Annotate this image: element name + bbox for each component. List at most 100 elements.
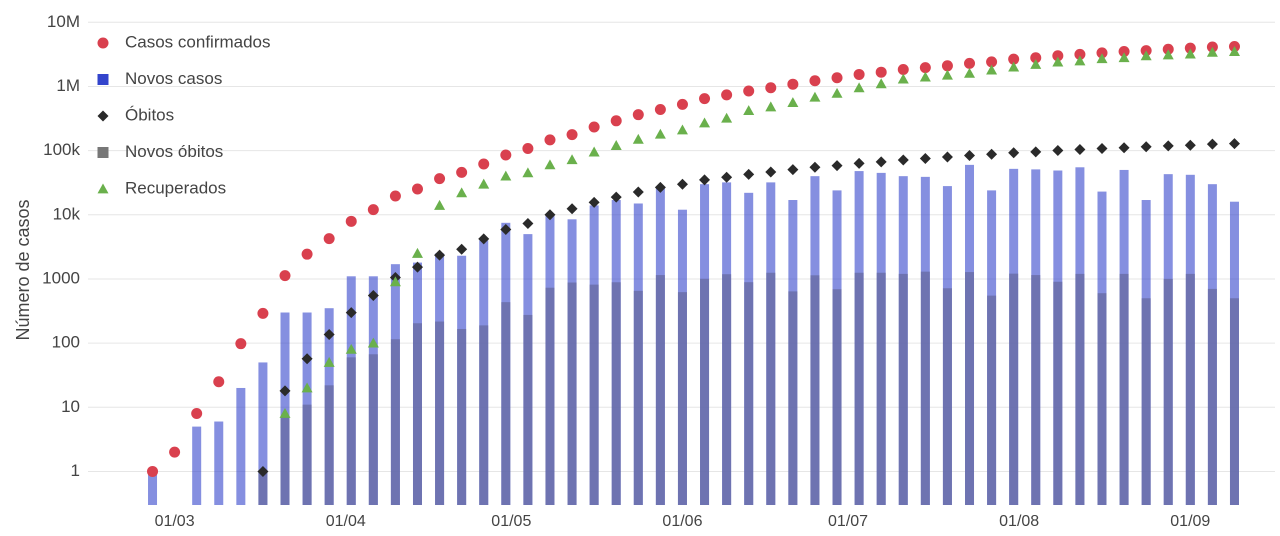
marker bbox=[1118, 52, 1130, 63]
marker bbox=[831, 87, 843, 98]
bar bbox=[898, 273, 908, 505]
marker bbox=[500, 170, 512, 181]
marker bbox=[721, 89, 733, 101]
marker bbox=[411, 183, 423, 195]
bar-series bbox=[148, 164, 1239, 506]
marker bbox=[301, 248, 313, 260]
bar bbox=[324, 385, 334, 505]
bar bbox=[1053, 281, 1063, 505]
marker bbox=[588, 146, 600, 157]
y-tick-label: 10 bbox=[61, 397, 80, 416]
x-tick-label: 01/07 bbox=[828, 513, 868, 530]
marker bbox=[1118, 142, 1130, 154]
marker bbox=[875, 156, 887, 168]
bar bbox=[655, 275, 665, 505]
marker bbox=[323, 233, 335, 245]
marker bbox=[1008, 147, 1020, 159]
marker bbox=[676, 178, 688, 190]
bar bbox=[1141, 298, 1151, 505]
marker bbox=[301, 353, 313, 365]
bar bbox=[479, 325, 489, 505]
y-tick-label: 1000 bbox=[42, 268, 80, 287]
marker bbox=[478, 158, 490, 170]
bar bbox=[810, 275, 820, 505]
marker bbox=[389, 276, 401, 287]
marker bbox=[456, 187, 468, 198]
bar bbox=[346, 357, 356, 505]
bar bbox=[258, 471, 268, 505]
bar bbox=[236, 387, 246, 505]
marker bbox=[456, 166, 468, 178]
marker bbox=[456, 243, 468, 255]
marker bbox=[941, 151, 953, 163]
marker bbox=[919, 71, 931, 82]
marker bbox=[986, 64, 998, 75]
marker bbox=[1184, 42, 1196, 54]
marker bbox=[1096, 143, 1108, 155]
marker bbox=[699, 117, 711, 128]
bar bbox=[700, 278, 710, 505]
bar bbox=[368, 354, 378, 505]
marker bbox=[964, 67, 976, 78]
bar bbox=[766, 272, 776, 505]
marker bbox=[1030, 52, 1042, 64]
marker bbox=[787, 164, 799, 176]
marker bbox=[588, 121, 600, 133]
bar bbox=[192, 426, 202, 505]
marker bbox=[610, 140, 622, 150]
bar bbox=[412, 323, 422, 505]
marker bbox=[544, 134, 556, 146]
marker bbox=[610, 115, 622, 127]
marker bbox=[1074, 48, 1086, 60]
marker bbox=[434, 173, 446, 185]
marker bbox=[897, 73, 909, 84]
marker bbox=[765, 82, 777, 94]
marker bbox=[765, 101, 777, 112]
legend-marker bbox=[97, 110, 109, 122]
marker bbox=[632, 186, 644, 198]
bar bbox=[1031, 275, 1041, 505]
marker bbox=[654, 181, 666, 193]
marker bbox=[919, 62, 931, 74]
bar bbox=[302, 404, 312, 505]
marker bbox=[986, 148, 998, 160]
marker bbox=[544, 209, 556, 221]
marker bbox=[389, 190, 401, 202]
bar bbox=[435, 321, 445, 505]
bar bbox=[611, 282, 621, 505]
marker bbox=[1162, 43, 1174, 55]
marker bbox=[1096, 47, 1108, 59]
marker bbox=[434, 249, 446, 261]
bar bbox=[854, 272, 864, 505]
marker bbox=[478, 178, 490, 189]
marker bbox=[831, 72, 843, 84]
marker bbox=[809, 91, 821, 102]
marker bbox=[257, 465, 269, 477]
marker bbox=[1074, 55, 1086, 66]
x-tick-label: 01/08 bbox=[999, 513, 1039, 530]
marker bbox=[743, 85, 755, 97]
marker bbox=[875, 66, 887, 78]
marker bbox=[654, 128, 666, 139]
bar bbox=[1229, 298, 1239, 505]
marker bbox=[721, 112, 733, 123]
marker bbox=[566, 129, 578, 141]
line-series bbox=[257, 138, 1240, 477]
marker bbox=[191, 408, 203, 420]
bar bbox=[501, 302, 511, 505]
marker bbox=[1206, 138, 1218, 150]
marker bbox=[721, 171, 733, 183]
x-tick-label: 01/03 bbox=[155, 513, 195, 530]
bar bbox=[677, 292, 687, 505]
marker bbox=[897, 154, 909, 166]
marker bbox=[787, 97, 799, 108]
legend-marker bbox=[97, 183, 109, 194]
bar bbox=[1207, 288, 1217, 505]
marker bbox=[787, 78, 799, 90]
bar bbox=[523, 314, 533, 505]
bar bbox=[457, 328, 467, 505]
marker bbox=[654, 103, 666, 115]
marker bbox=[411, 261, 423, 273]
